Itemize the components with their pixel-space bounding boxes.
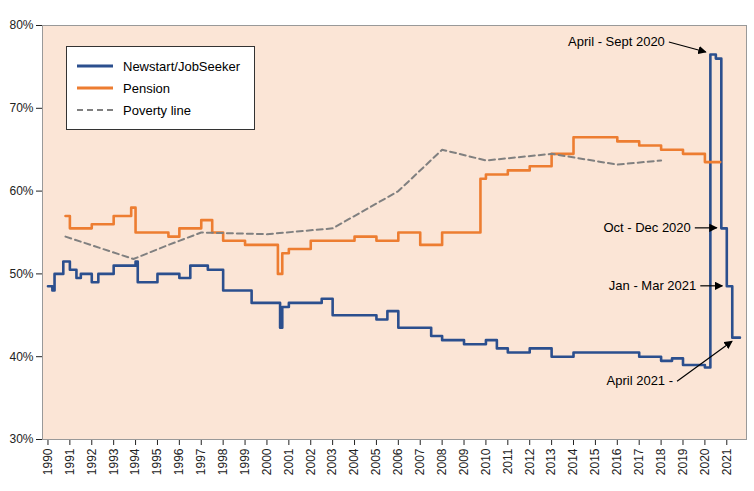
svg-text:2016: 2016 — [610, 448, 624, 475]
svg-text:2015: 2015 — [588, 448, 602, 475]
svg-text:2011: 2011 — [501, 448, 515, 474]
svg-text:2019: 2019 — [676, 448, 690, 475]
svg-text:1997: 1997 — [194, 448, 208, 475]
svg-text:70%: 70% — [9, 101, 33, 115]
svg-text:2018: 2018 — [654, 448, 668, 475]
svg-text:2008: 2008 — [435, 448, 449, 475]
svg-text:April 2021 -: April 2021 - — [607, 373, 673, 388]
svg-text:2013: 2013 — [544, 448, 558, 475]
svg-text:1996: 1996 — [172, 448, 186, 475]
svg-text:1998: 1998 — [216, 448, 230, 475]
svg-text:40%: 40% — [9, 350, 33, 364]
svg-text:1994: 1994 — [128, 448, 142, 475]
svg-text:Jan - Mar 2021: Jan - Mar 2021 — [609, 278, 696, 293]
svg-text:50%: 50% — [9, 267, 33, 281]
svg-text:80%: 80% — [9, 18, 33, 32]
svg-text:1993: 1993 — [107, 448, 121, 475]
svg-text:1992: 1992 — [85, 448, 99, 475]
svg-text:April - Sept 2020: April - Sept 2020 — [568, 34, 665, 49]
svg-text:2010: 2010 — [479, 448, 493, 475]
svg-text:2004: 2004 — [347, 448, 361, 475]
svg-text:60%: 60% — [9, 184, 33, 198]
svg-text:1999: 1999 — [238, 448, 252, 475]
html-text:Newstart/JobSeeker: Newstart/JobSeeker — [123, 58, 241, 74]
svg-text:2001: 2001 — [282, 448, 296, 475]
html-text:Poverty line: Poverty line — [123, 102, 191, 118]
svg-text:1995: 1995 — [150, 448, 164, 475]
svg-text:1991: 1991 — [63, 448, 77, 475]
svg-text:2014: 2014 — [566, 448, 580, 475]
svg-text:2000: 2000 — [260, 448, 274, 475]
svg-text:2012: 2012 — [523, 448, 537, 475]
svg-text:2009: 2009 — [457, 448, 471, 475]
svg-text:30%: 30% — [9, 432, 33, 446]
svg-text:2017: 2017 — [632, 448, 646, 475]
html-text:Pension: Pension — [123, 80, 170, 96]
svg-text:1990: 1990 — [41, 448, 55, 475]
svg-text:2020: 2020 — [698, 448, 712, 475]
svg-text:2021: 2021 — [720, 448, 734, 475]
svg-text:2003: 2003 — [325, 448, 339, 475]
svg-text:2002: 2002 — [304, 448, 318, 475]
svg-text:2005: 2005 — [369, 448, 383, 475]
svg-text:2006: 2006 — [391, 448, 405, 475]
svg-text:Oct - Dec 2020: Oct - Dec 2020 — [603, 220, 690, 235]
svg-text:2007: 2007 — [413, 448, 427, 475]
